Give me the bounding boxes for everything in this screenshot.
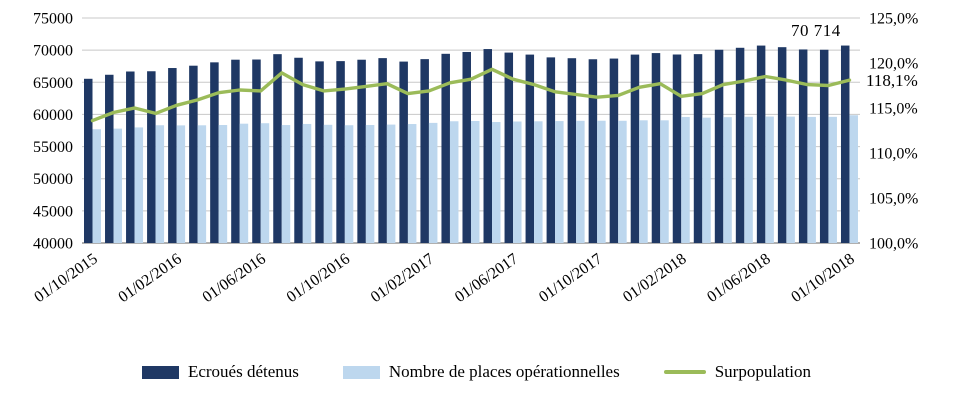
data-label-surpopulation-last: 118,1% [866, 71, 918, 90]
svg-text:70000: 70000 [33, 43, 73, 60]
surpopulation-line [90, 67, 852, 123]
svg-text:110,0%: 110,0% [869, 146, 918, 163]
svg-text:40000: 40000 [33, 236, 73, 253]
svg-text:75000: 75000 [33, 11, 73, 28]
svg-text:01/02/2016: 01/02/2016 [115, 250, 184, 306]
svg-text:01/10/2016: 01/10/2016 [284, 250, 353, 306]
legend-line-swatch-surpopulation [663, 370, 706, 374]
legend-label-detenus: Ecroués détenus [187, 362, 299, 381]
svg-text:105,0%: 105,0% [869, 191, 918, 208]
data-label-detenus-last: 70 714 [791, 21, 841, 40]
left-axis-labels: 40000 45000 50000 55000 60000 65000 70000 75000 [33, 11, 73, 253]
legend-item-surpopulation: Surpopulation [663, 362, 812, 382]
right-axis-labels: 100,0% 105,0% 110,0% 115,0% 120,0% 125,0% [869, 11, 918, 253]
legend-item-detenus: Ecroués détenus [141, 362, 299, 382]
svg-text:01/06/2017: 01/06/2017 [452, 250, 521, 306]
svg-text:55000: 55000 [33, 139, 73, 156]
svg-text:125,0%: 125,0% [869, 11, 918, 28]
x-axis-labels: 01/10/2015 01/02/2016 01/06/2016 01/10/2016… [31, 250, 857, 306]
svg-text:60000: 60000 [33, 107, 73, 124]
combo-chart-canvas: 40000 45000 50000 55000 60000 65000 70000 75000… [31, 11, 918, 307]
svg-text:45000: 45000 [33, 203, 73, 220]
svg-text:65000: 65000 [33, 75, 73, 92]
svg-text:01/06/2016: 01/06/2016 [200, 250, 269, 306]
legend-swatch-detenus [141, 365, 179, 379]
legend-item-places: Nombre de places opérationnelles [342, 362, 620, 382]
svg-text:50000: 50000 [33, 171, 73, 188]
svg-text:01/02/2017: 01/02/2017 [368, 250, 437, 306]
chart-legend: Ecroués détenus Nombre de places opérati… [0, 362, 953, 382]
legend-label-surpopulation: Surpopulation [714, 362, 812, 381]
svg-text:120,0%: 120,0% [869, 56, 918, 73]
svg-text:01/10/2018: 01/10/2018 [788, 250, 857, 306]
svg-text:100,0%: 100,0% [869, 236, 918, 253]
svg-text:01/02/2018: 01/02/2018 [620, 250, 689, 306]
bars-detenus [84, 45, 850, 244]
bars-places [92, 115, 858, 243]
svg-text:01/06/2018: 01/06/2018 [704, 250, 773, 306]
svg-text:01/10/2017: 01/10/2017 [536, 250, 605, 306]
legend-label-places: Nombre de places opérationnelles [388, 362, 620, 381]
legend-swatch-places [342, 365, 380, 379]
svg-text:115,0%: 115,0% [869, 101, 918, 118]
svg-text:01/10/2015: 01/10/2015 [31, 250, 100, 306]
